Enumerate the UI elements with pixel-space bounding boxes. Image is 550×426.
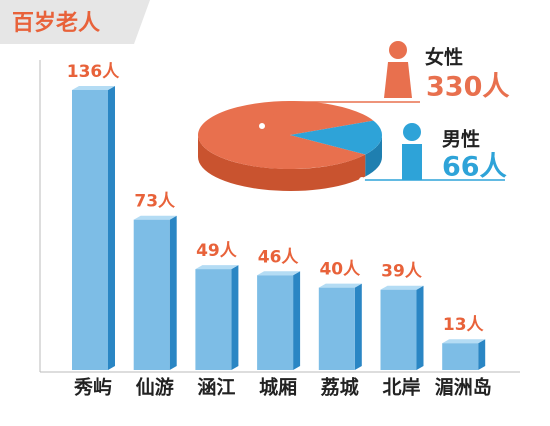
pie-slice	[290, 120, 382, 155]
bar-side	[293, 271, 301, 370]
bar-top	[442, 339, 486, 344]
x-tick-label: 北岸	[382, 377, 420, 399]
bar-side	[478, 339, 486, 370]
bar-top	[195, 265, 239, 270]
icon-head	[389, 41, 407, 59]
pie-side	[198, 135, 366, 191]
value-label: 136人	[67, 62, 120, 82]
bar	[442, 343, 479, 370]
bar-top	[133, 215, 177, 220]
bar	[380, 289, 417, 370]
x-tick-label: 湄洲岛	[435, 376, 492, 399]
value-label: 46人	[258, 247, 300, 267]
bar	[195, 269, 232, 370]
leader-dot	[259, 123, 265, 129]
value-label: 13人	[443, 315, 485, 335]
pie-side	[365, 135, 382, 177]
bar-side	[108, 86, 115, 370]
bar-side	[231, 265, 239, 370]
icon-body	[402, 144, 422, 180]
legend-label: 女性	[425, 46, 463, 69]
pie-slice	[198, 101, 374, 169]
bar	[318, 287, 355, 370]
value-label: 73人	[134, 192, 176, 212]
bar-top	[257, 271, 301, 276]
x-tick-label: 涵江	[197, 376, 235, 399]
x-tick-label: 秀屿	[73, 377, 112, 399]
bar-top	[318, 283, 362, 288]
legend-label: 男性	[442, 128, 480, 151]
value-label: 330人	[426, 72, 509, 103]
leader-line	[261, 101, 420, 127]
chart-title: 百岁老人	[12, 10, 100, 36]
icon-head	[403, 123, 421, 141]
title-band	[0, 0, 150, 44]
value-label: 66人	[442, 152, 507, 183]
leader-dot	[359, 177, 365, 183]
bar-side	[354, 283, 362, 370]
bar	[133, 219, 170, 370]
x-tick-label: 荔城	[321, 376, 359, 399]
value-label: 49人	[196, 241, 238, 261]
bar-top	[72, 86, 115, 90]
x-tick-label: 城厢	[259, 376, 297, 399]
bar-top	[380, 285, 424, 290]
bar	[72, 90, 108, 370]
bar-side	[416, 285, 424, 370]
value-label: 39人	[381, 262, 423, 282]
bar-side	[169, 215, 177, 370]
value-label: 40人	[319, 260, 361, 280]
icon-body	[384, 62, 412, 98]
bar	[257, 275, 294, 370]
x-tick-label: 仙游	[136, 376, 174, 399]
